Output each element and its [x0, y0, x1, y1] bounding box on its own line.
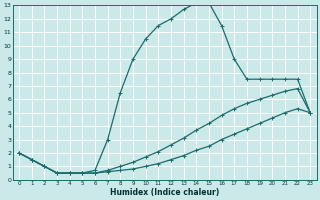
X-axis label: Humidex (Indice chaleur): Humidex (Indice chaleur) — [110, 188, 219, 197]
